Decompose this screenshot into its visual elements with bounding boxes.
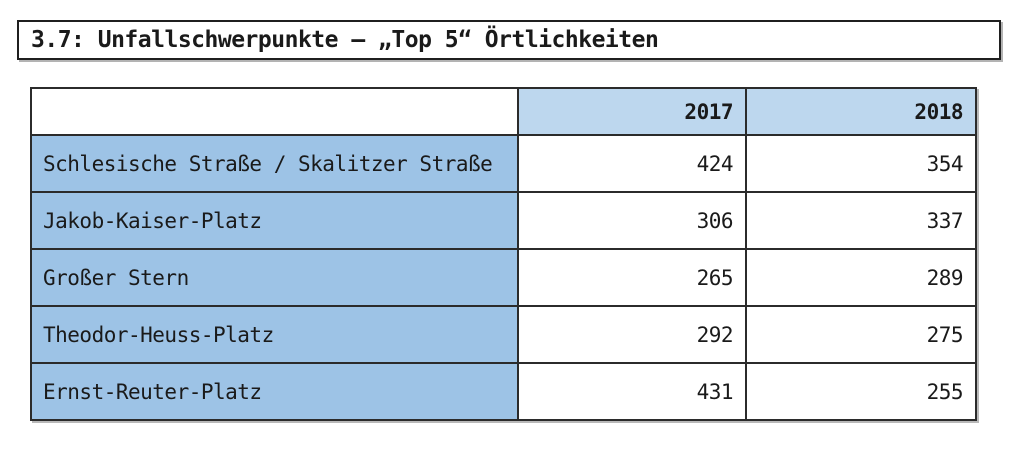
value-2018: 337 [745, 191, 977, 250]
table-row: Ernst-Reuter-Platz 431 255 [30, 362, 977, 421]
section-title-box: 3.7: Unfallschwerpunkte – „Top 5“ Örtlic… [17, 20, 1001, 60]
value-2017: 424 [517, 134, 747, 193]
location-label: Großer Stern [30, 248, 519, 307]
header-cell-2017: 2017 [517, 87, 747, 136]
value-2017: 292 [517, 305, 747, 364]
table-row: Jakob-Kaiser-Platz 306 337 [30, 191, 977, 250]
value-2018: 289 [745, 248, 977, 307]
value-2017: 306 [517, 191, 747, 250]
value-2017: 265 [517, 248, 747, 307]
value-2018: 354 [745, 134, 977, 193]
value-2018: 275 [745, 305, 977, 364]
location-label: Schlesische Straße / Skalitzer Straße [30, 134, 519, 193]
table-row: Großer Stern 265 289 [30, 248, 977, 307]
location-label: Ernst-Reuter-Platz [30, 362, 519, 421]
table-row: Theodor-Heuss-Platz 292 275 [30, 305, 977, 364]
section-title: 3.7: Unfallschwerpunkte – „Top 5“ Örtlic… [31, 27, 659, 53]
header-cell-location [30, 87, 519, 136]
table-header-row: 2017 2018 [30, 87, 977, 136]
header-cell-2018: 2018 [745, 87, 977, 136]
accident-hotspots-table: 2017 2018 Schlesische Straße / Skalitzer… [30, 87, 977, 421]
location-label: Jakob-Kaiser-Platz [30, 191, 519, 250]
table-row: Schlesische Straße / Skalitzer Straße 42… [30, 134, 977, 193]
value-2017: 431 [517, 362, 747, 421]
location-label: Theodor-Heuss-Platz [30, 305, 519, 364]
value-2018: 255 [745, 362, 977, 421]
